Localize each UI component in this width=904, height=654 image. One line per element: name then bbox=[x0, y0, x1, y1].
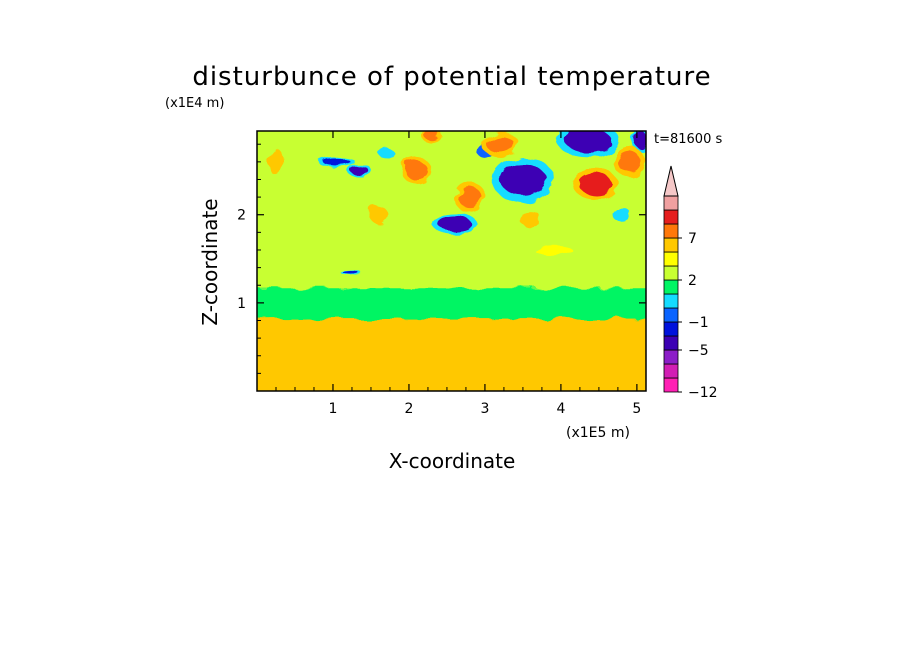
anomaly bbox=[350, 166, 369, 176]
colorbar-swatch bbox=[663, 251, 679, 267]
field-layers bbox=[257, 131, 646, 391]
x-tick-label: 4 bbox=[556, 401, 565, 417]
anomaly bbox=[323, 158, 351, 166]
anomaly bbox=[519, 212, 542, 227]
colorbar-swatch bbox=[663, 321, 679, 337]
colorbar-swatch bbox=[663, 265, 679, 281]
colorbar-swatch bbox=[663, 293, 679, 309]
x-unit-label: (x1E5 m) bbox=[566, 425, 630, 441]
x-axis-title: X-coordinate bbox=[389, 449, 516, 473]
time-label: t=81600 s bbox=[654, 132, 722, 147]
chart-title: disturbunce of potential temperature bbox=[192, 62, 711, 92]
plot-frame bbox=[256, 130, 647, 392]
colorbar-swatch bbox=[663, 209, 679, 225]
anomaly bbox=[369, 205, 388, 224]
y-axis-title: Z-coordinate bbox=[198, 198, 222, 325]
x-tick-label: 3 bbox=[480, 401, 489, 417]
y-tick-label: 1 bbox=[237, 296, 246, 312]
y-unit-label: (x1E4 m) bbox=[165, 96, 224, 111]
anomaly bbox=[564, 131, 611, 153]
colorbar-tick-label: −1 bbox=[688, 315, 709, 331]
colorbar-swatch bbox=[663, 223, 679, 239]
anomaly bbox=[344, 272, 360, 276]
anomaly bbox=[612, 207, 631, 222]
colorbar-arrow bbox=[663, 165, 679, 197]
anomaly bbox=[437, 216, 472, 231]
field-band bbox=[257, 313, 646, 368]
anomaly bbox=[458, 186, 482, 208]
anomaly bbox=[617, 151, 641, 173]
x-tick-label: 1 bbox=[329, 401, 338, 417]
colorbar-swatch bbox=[663, 195, 679, 211]
contour-field bbox=[257, 131, 646, 391]
anomaly bbox=[424, 131, 440, 141]
colorbar-tick-label: 7 bbox=[688, 231, 697, 247]
x-tick-label: 2 bbox=[404, 401, 413, 417]
colorbar-swatch bbox=[663, 363, 679, 379]
anomaly bbox=[405, 161, 428, 180]
colorbar-swatch bbox=[663, 237, 679, 253]
colorbar-tick-label: 2 bbox=[688, 273, 697, 289]
colorbar-swatch bbox=[663, 279, 679, 295]
colorbar-swatch bbox=[663, 335, 679, 351]
colorbar-swatch bbox=[663, 377, 679, 393]
anomaly bbox=[500, 163, 546, 196]
colorbar: 7 2 −1 −5 −12 bbox=[663, 165, 718, 401]
anomaly bbox=[268, 148, 284, 176]
anomaly bbox=[486, 135, 514, 154]
colorbar-tick-label: −12 bbox=[688, 385, 718, 401]
colorbar-tick-label: −5 bbox=[688, 343, 709, 359]
anomaly bbox=[534, 244, 573, 256]
colorbar-swatch bbox=[663, 307, 679, 323]
x-tick-label: 5 bbox=[632, 401, 641, 417]
colorbar-swatch bbox=[663, 349, 679, 365]
anomaly bbox=[378, 147, 394, 159]
y-axis: 12 bbox=[237, 143, 646, 374]
field-band bbox=[257, 282, 646, 320]
x-axis: 1 2 3 4 5 bbox=[275, 131, 641, 417]
y-tick-label: 2 bbox=[237, 208, 246, 224]
anomaly bbox=[578, 173, 612, 195]
